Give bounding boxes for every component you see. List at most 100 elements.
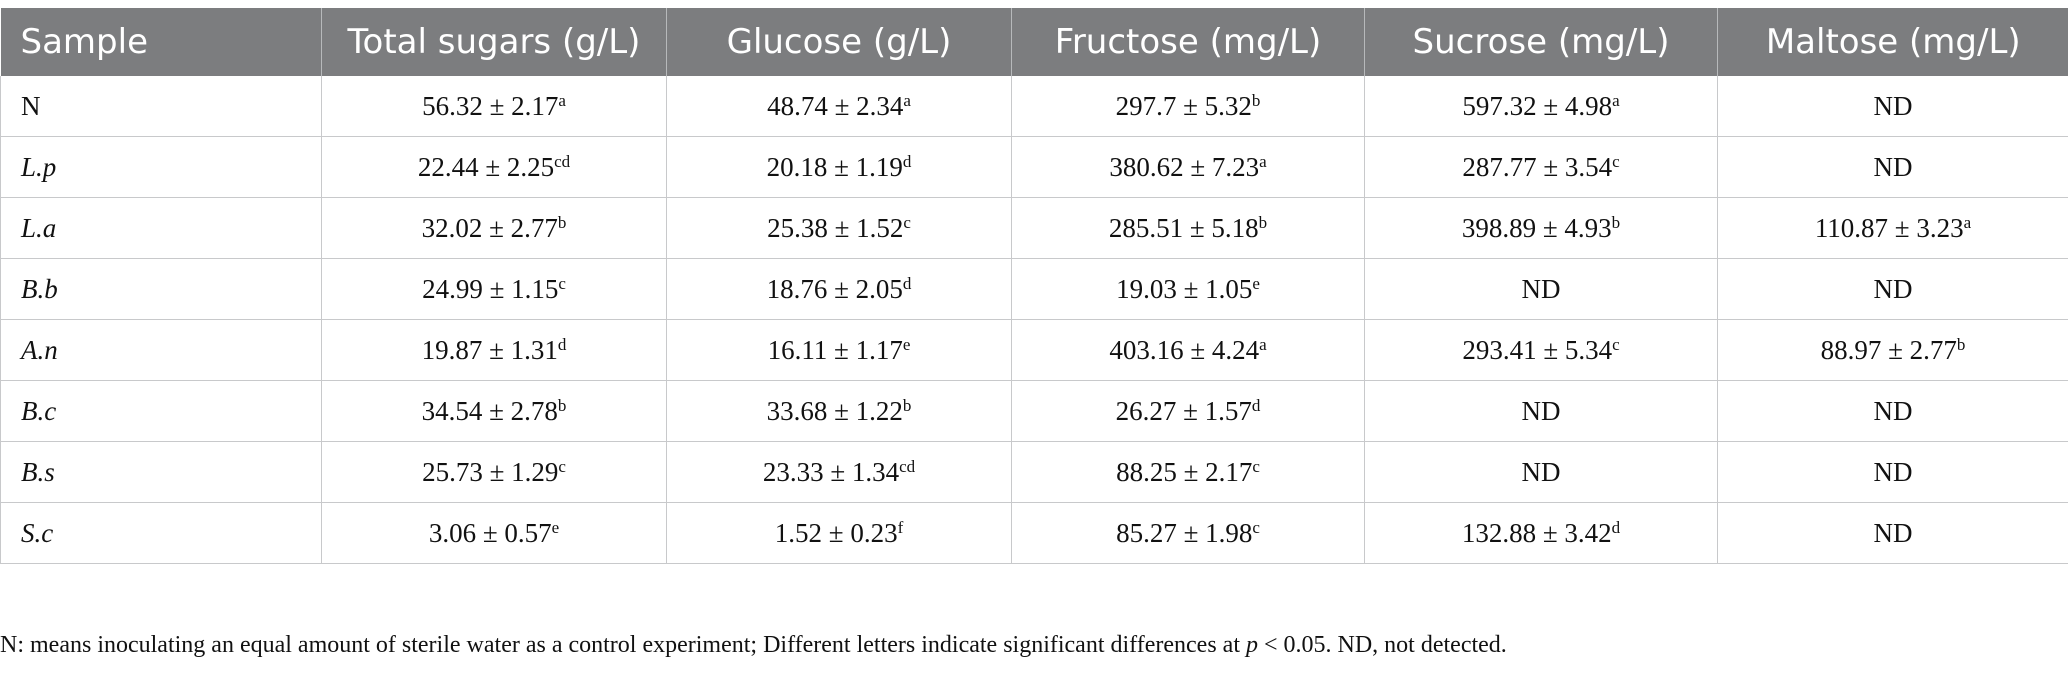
cell-value: 132.88 ± 3.42 xyxy=(1461,517,1612,548)
cell-value: 25.73 ± 1.29 xyxy=(422,456,559,487)
value-cell: 398.89 ± 4.93b xyxy=(1364,197,1718,259)
header-glucose: Glucose (g/L) xyxy=(666,8,1012,76)
value-cell: ND xyxy=(1717,441,2068,503)
value-cell: 88.25 ± 2.17c xyxy=(1011,441,1365,503)
header-fructose: Fructose (mg/L) xyxy=(1011,8,1365,76)
value-cell: 85.27 ± 1.98c xyxy=(1011,502,1365,564)
cell-value: 597.32 ± 4.98 xyxy=(1462,90,1613,121)
cell-value: 3.06 ± 0.57 xyxy=(428,517,552,548)
value-cell: 132.88 ± 3.42d xyxy=(1364,502,1718,564)
value-cell: ND xyxy=(1717,76,2068,137)
sample-cell: A.n xyxy=(0,319,322,381)
value-cell: 22.44 ± 2.25cd xyxy=(321,136,667,198)
cell-value: ND xyxy=(1521,273,1561,304)
cell-value: 20.18 ± 1.19 xyxy=(766,151,903,182)
value-cell: 297.7 ± 5.32b xyxy=(1011,76,1365,137)
sample-cell: S.c xyxy=(0,502,322,564)
sugar-content-table: Sample Total sugars (g/L) Glucose (g/L) … xyxy=(0,8,2068,564)
significance-letter: cd xyxy=(554,151,571,171)
cell-value: 34.54 ± 2.78 xyxy=(421,395,558,426)
significance-letter: b xyxy=(557,395,567,415)
significance-letter: c xyxy=(558,456,566,476)
cell-value: 1.52 ± 0.23 xyxy=(774,517,898,548)
sample-cell: L.p xyxy=(0,136,322,198)
cell-value: ND xyxy=(1521,395,1561,426)
value-cell: 23.33 ± 1.34cd xyxy=(666,441,1012,503)
footnote-text-1: N: means inoculating an equal amount of … xyxy=(0,632,1246,658)
cell-value: 56.32 ± 2.17 xyxy=(422,90,559,121)
sample-cell: L.a xyxy=(0,197,322,259)
significance-letter: d xyxy=(902,273,912,293)
value-cell: ND xyxy=(1717,136,2068,198)
cell-value: ND xyxy=(1521,456,1561,487)
value-cell: 16.11 ± 1.17e xyxy=(666,319,1012,381)
value-cell: 48.74 ± 2.34a xyxy=(666,76,1012,137)
table-row: B.c 34.54 ± 2.78b 33.68 ± 1.22b 26.27 ± 1.5… xyxy=(0,380,2068,442)
value-cell: 293.41 ± 5.34c xyxy=(1364,319,1718,381)
cell-value: 24.99 ± 1.15 xyxy=(422,273,559,304)
significance-letter: b xyxy=(1258,212,1268,232)
sample-cell: B.s xyxy=(0,441,322,503)
header-total-sugars: Total sugars (g/L) xyxy=(321,8,667,76)
significance-letter: b xyxy=(902,395,912,415)
value-cell: 3.06 ± 0.57e xyxy=(321,502,667,564)
cell-value: ND xyxy=(1873,273,1913,304)
cell-value: 19.03 ± 1.05 xyxy=(1116,273,1253,304)
cell-value: 33.68 ± 1.22 xyxy=(766,395,903,426)
table-row: N 56.32 ± 2.17a 48.74 ± 2.34a 297.7 ± 5.32b… xyxy=(0,76,2068,137)
value-cell: 24.99 ± 1.15c xyxy=(321,258,667,320)
table-row: B.b 24.99 ± 1.15c 18.76 ± 2.05d 19.03 ± 1.0… xyxy=(0,258,2068,320)
cell-value: 293.41 ± 5.34 xyxy=(1462,334,1613,365)
significance-letter: a xyxy=(1963,212,1972,232)
value-cell: ND xyxy=(1364,380,1718,442)
significance-letter: e xyxy=(902,334,911,354)
significance-letter: e xyxy=(551,517,560,537)
cell-value: 19.87 ± 1.31 xyxy=(421,334,558,365)
significance-letter: d xyxy=(1251,395,1261,415)
significance-letter: a xyxy=(558,90,566,110)
cell-value: ND xyxy=(1873,517,1913,548)
cell-value: 32.02 ± 2.77 xyxy=(421,212,558,243)
significance-letter: c xyxy=(903,212,911,232)
value-cell: 285.51 ± 5.18b xyxy=(1011,197,1365,259)
value-cell: 32.02 ± 2.77b xyxy=(321,197,667,259)
value-cell: 19.87 ± 1.31d xyxy=(321,319,667,381)
value-cell: 26.27 ± 1.57d xyxy=(1011,380,1365,442)
value-cell: 34.54 ± 2.78b xyxy=(321,380,667,442)
value-cell: ND xyxy=(1717,380,2068,442)
cell-value: 25.38 ± 1.52 xyxy=(767,212,904,243)
value-cell: 110.87 ± 3.23a xyxy=(1717,197,2068,259)
header-sample: Sample xyxy=(0,8,322,76)
value-cell: ND xyxy=(1364,441,1718,503)
header-maltose: Maltose (mg/L) xyxy=(1717,8,2068,76)
table-row: S.c 3.06 ± 0.57e 1.52 ± 0.23f 85.27 ± 1.98c… xyxy=(0,502,2068,564)
value-cell: ND xyxy=(1717,502,2068,564)
cell-value: 22.44 ± 2.25 xyxy=(417,151,555,182)
value-cell: 25.73 ± 1.29c xyxy=(321,441,667,503)
cell-value: 398.89 ± 4.93 xyxy=(1461,212,1612,243)
cell-value: 110.87 ± 3.23 xyxy=(1814,212,1964,243)
cell-value: ND xyxy=(1873,456,1913,487)
cell-value: ND xyxy=(1873,151,1913,182)
value-cell: ND xyxy=(1717,258,2068,320)
table-footnote: N: means inoculating an equal amount of … xyxy=(0,632,1507,659)
table-row: A.n 19.87 ± 1.31d 16.11 ± 1.17e 403.16 ± 4.… xyxy=(0,319,2068,381)
significance-letter: cd xyxy=(899,456,916,476)
significance-letter: a xyxy=(903,90,911,110)
cell-value: 287.77 ± 3.54 xyxy=(1462,151,1613,182)
header-sucrose: Sucrose (mg/L) xyxy=(1364,8,1718,76)
value-cell: 56.32 ± 2.17a xyxy=(321,76,667,137)
significance-letter: a xyxy=(1259,151,1267,171)
value-cell: 380.62 ± 7.23a xyxy=(1011,136,1365,198)
table-row: B.s 25.73 ± 1.29c 23.33 ± 1.34cd 88.25 ± 2.… xyxy=(0,441,2068,503)
cell-value: 26.27 ± 1.57 xyxy=(1115,395,1252,426)
significance-letter: b xyxy=(1251,90,1261,110)
significance-letter: c xyxy=(558,273,566,293)
cell-value: ND xyxy=(1873,90,1913,121)
significance-letter: c xyxy=(1252,456,1260,476)
sample-cell: B.c xyxy=(0,380,322,442)
significance-letter: c xyxy=(1252,517,1260,537)
value-cell: 403.16 ± 4.24a xyxy=(1011,319,1365,381)
significance-letter: d xyxy=(902,151,912,171)
table-row: L.p 22.44 ± 2.25cd 20.18 ± 1.19d 380.62 ± 7… xyxy=(0,136,2068,198)
